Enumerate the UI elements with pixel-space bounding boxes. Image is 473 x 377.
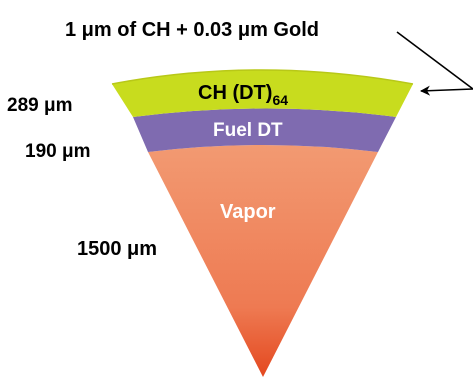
vapor-core-wedge — [148, 145, 378, 377]
ablator-label: CH (DT)64 — [198, 82, 288, 108]
coating-leader-arrow — [396, 31, 473, 96]
coating-annotation-label: 1 μm of CH + 0.03 μm Gold — [65, 19, 319, 41]
vapor-label: Vapor — [220, 201, 276, 223]
fuel-thickness-label: 190 μm — [25, 141, 91, 162]
ablator-thickness-label: 289 μm — [7, 95, 73, 116]
fuel-dt-label: Fuel DT — [213, 120, 283, 141]
fuel-dt-layer — [133, 108, 396, 152]
gold-coating-line — [111, 69, 414, 85]
ablator-layer — [112, 70, 413, 117]
vapor-radius-label: 1500 μm — [77, 238, 157, 260]
